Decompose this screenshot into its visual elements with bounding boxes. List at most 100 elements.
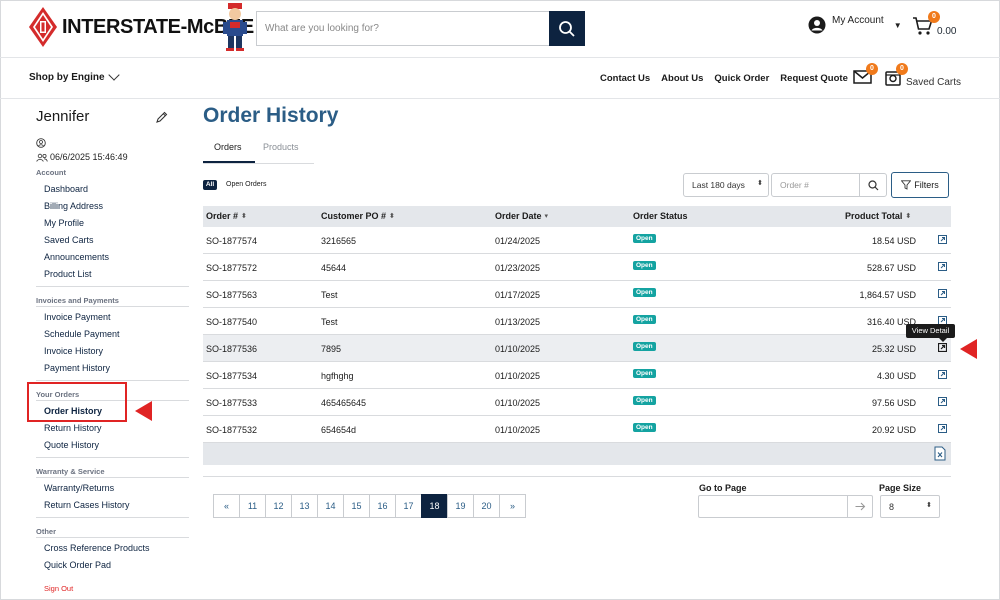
customer-po: Test: [321, 317, 338, 327]
table-row[interactable]: SO-1877533 465465645 01/10/2025 Open 97.…: [203, 389, 951, 416]
date-range-select[interactable]: Last 180 days ⬍: [683, 173, 769, 197]
shop-by-engine-menu[interactable]: Shop by Engine: [29, 69, 120, 83]
sidebar-item-dashboard[interactable]: Dashboard: [44, 184, 89, 194]
page-size-value: 8: [889, 502, 895, 512]
table-row[interactable]: SO-1877534 hgfhghg 01/10/2025 Open 4.30 …: [203, 362, 951, 389]
sidebar-item-invoice-payment[interactable]: Invoice Payment: [44, 312, 111, 322]
go-to-page-input[interactable]: [698, 495, 848, 518]
view-detail-icon[interactable]: [938, 424, 947, 435]
view-detail-icon[interactable]: [938, 370, 947, 381]
column-order-number[interactable]: Order # ⬍: [206, 211, 247, 221]
sidebar-item-order-history[interactable]: Order History: [44, 406, 103, 416]
column-order-date[interactable]: Order Date ▾: [495, 211, 548, 221]
nav-link-quick-order[interactable]: Quick Order: [714, 73, 770, 84]
column-product-total[interactable]: Product Total ⬍: [845, 211, 911, 221]
view-detail-icon[interactable]: [938, 235, 947, 246]
nav-link-request-quote[interactable]: Request Quote: [780, 73, 848, 84]
last-login-datetime: 06/6/2025 15:46:49: [50, 152, 128, 162]
sidebar-item-return-cases-history[interactable]: Return Cases History: [44, 500, 130, 510]
page-button[interactable]: 15: [343, 494, 370, 518]
view-detail-icon[interactable]: [937, 342, 948, 354]
search-button[interactable]: [549, 11, 585, 46]
cart-button[interactable]: 0 0.00: [912, 11, 956, 37]
order-number: SO-1877574: [206, 236, 258, 246]
customer-po: 45644: [321, 263, 347, 273]
sidebar-item-schedule-payment[interactable]: Schedule Payment: [44, 329, 120, 339]
table-row[interactable]: SO-1877536 7895 01/10/2025 Open 25.32 US…: [203, 335, 951, 362]
section-title-invoices: Invoices and Payments: [36, 296, 119, 305]
view-detail-icon[interactable]: [938, 289, 947, 300]
order-number: SO-1877534: [206, 371, 258, 381]
sidebar-item-cross-reference[interactable]: Cross Reference Products: [44, 543, 150, 553]
table-row[interactable]: SO-1877563 Test 01/17/2025 Open 1,864.57…: [203, 281, 951, 308]
go-to-page-label: Go to Page: [699, 483, 747, 493]
export-excel-icon[interactable]: [934, 446, 946, 466]
sidebar-item-saved-carts[interactable]: Saved Carts: [44, 235, 94, 245]
search-input[interactable]: [257, 12, 549, 45]
sidebar-item-return-history[interactable]: Return History: [44, 423, 102, 433]
tabs-divider: [203, 163, 314, 164]
order-number: SO-1877536: [206, 344, 258, 354]
sidebar-divider: [36, 537, 189, 538]
user-name: Jennifer: [36, 108, 90, 125]
status-badge: Open: [633, 315, 656, 324]
page-button[interactable]: 19: [447, 494, 474, 518]
table-row[interactable]: SO-1877574 3216565 01/24/2025 Open 18.54…: [203, 227, 951, 254]
page-next-button[interactable]: »: [499, 494, 526, 518]
sidebar-item-billing-address[interactable]: Billing Address: [44, 201, 104, 211]
sidebar-item-quick-order-pad[interactable]: Quick Order Pad: [44, 560, 112, 570]
sidebar-item-invoice-history[interactable]: Invoice History: [44, 346, 104, 356]
view-detail-icon[interactable]: [938, 262, 947, 273]
table-row[interactable]: SO-1877540 Test 01/13/2025 Open 316.40 U…: [203, 308, 951, 335]
customer-po: 654654d: [321, 425, 357, 435]
table-row[interactable]: SO-1877532 654654d 01/10/2025 Open 20.92…: [203, 416, 951, 443]
product-total: 528.67 USD: [866, 263, 916, 273]
page-button[interactable]: 17: [395, 494, 422, 518]
section-title-account: Account: [36, 168, 66, 177]
order-search-button[interactable]: [859, 173, 887, 197]
all-filter-chip[interactable]: All: [203, 180, 217, 190]
page-size-select[interactable]: 8 ⬍: [880, 495, 940, 518]
date-range-value: Last 180 days: [692, 180, 745, 190]
table-row[interactable]: SO-1877572 45644 01/23/2025 Open 528.67 …: [203, 254, 951, 281]
go-to-page-button[interactable]: [847, 495, 873, 518]
brand-name: INTERSTATE-McBEE: [62, 16, 254, 38]
sidebar-item-announcements[interactable]: Announcements: [44, 252, 110, 262]
sidebar-item-payment-history[interactable]: Payment History: [44, 363, 111, 373]
sidebar-item-product-list[interactable]: Product List: [44, 269, 92, 279]
tab-orders[interactable]: Orders: [214, 142, 242, 152]
tab-products[interactable]: Products: [263, 142, 299, 152]
page-button[interactable]: 11: [239, 494, 266, 518]
sidebar-item-my-profile[interactable]: My Profile: [44, 218, 85, 228]
page-button[interactable]: 14: [317, 494, 344, 518]
saved-carts-button[interactable]: 0 Saved Carts: [884, 63, 961, 88]
active-tab-indicator: [203, 161, 255, 163]
brand-logo[interactable]: INTERSTATE-McBEE: [28, 6, 254, 48]
messages-button[interactable]: 0: [853, 63, 878, 89]
page-size-label: Page Size: [879, 483, 922, 493]
shop-by-engine-label: Shop by Engine: [29, 72, 105, 83]
nav-link-about-us[interactable]: About Us: [661, 73, 704, 84]
page-button[interactable]: 13: [291, 494, 318, 518]
order-number-input[interactable]: [771, 173, 860, 197]
page-button[interactable]: 20: [473, 494, 500, 518]
page-button[interactable]: 16: [369, 494, 396, 518]
sidebar-item-quote-history[interactable]: Quote History: [44, 440, 100, 450]
view-detail-icon[interactable]: [938, 397, 947, 408]
my-account-menu[interactable]: My Account ▼: [808, 15, 902, 34]
page-button[interactable]: 12: [265, 494, 292, 518]
page-prev-button[interactable]: «: [213, 494, 240, 518]
open-orders-filter[interactable]: Open Orders: [226, 181, 267, 188]
sidebar-item-warranty-returns[interactable]: Warranty/Returns: [44, 483, 115, 493]
edit-pencil-icon[interactable]: [156, 110, 168, 128]
filters-button[interactable]: Filters: [891, 172, 949, 198]
status-badge: Open: [633, 396, 656, 405]
page-button-active[interactable]: 18: [421, 494, 448, 518]
column-customer-po[interactable]: Customer PO # ⬍: [321, 211, 395, 221]
messages-badge: 0: [866, 63, 878, 75]
sidebar-divider: [36, 286, 189, 287]
product-total: 97.56 USD: [871, 398, 916, 408]
nav-link-contact-us[interactable]: Contact Us: [600, 73, 651, 84]
sign-out-link[interactable]: Sign Out: [44, 584, 74, 593]
pointer-arrow-icon: [135, 401, 152, 421]
